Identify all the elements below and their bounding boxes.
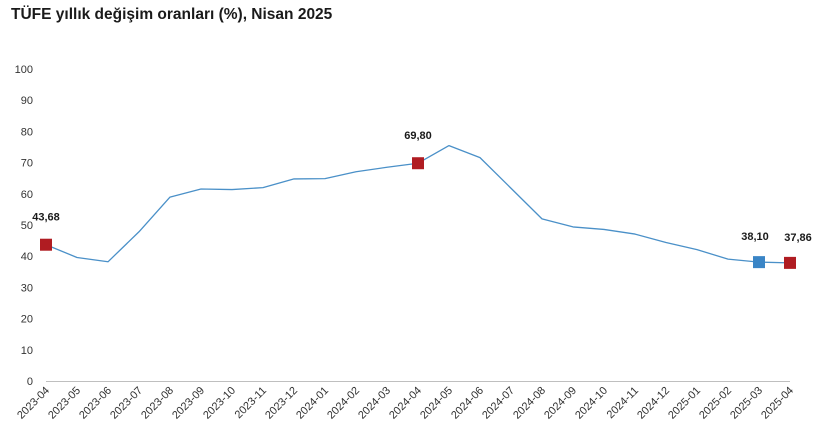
x-tick-label: 2024-12 bbox=[635, 385, 672, 422]
y-tick-label: 70 bbox=[21, 158, 33, 170]
y-tick-label: 10 bbox=[21, 345, 33, 357]
y-tick-label: 50 bbox=[21, 220, 33, 232]
data-label: 38,10 bbox=[741, 231, 769, 243]
x-tick-label: 2024-05 bbox=[418, 385, 455, 422]
y-tick-label: 40 bbox=[21, 251, 33, 263]
x-tick-label: 2023-07 bbox=[108, 385, 145, 422]
x-tick-label: 2025-01 bbox=[666, 385, 703, 422]
x-tick-label: 2024-03 bbox=[356, 385, 393, 422]
x-tick-label: 2023-09 bbox=[170, 385, 207, 422]
x-tick-label: 2025-02 bbox=[697, 385, 734, 422]
data-point-marker bbox=[784, 256, 796, 269]
x-tick-label: 2023-11 bbox=[233, 385, 269, 421]
x-tick-label: 2023-10 bbox=[201, 385, 238, 422]
data-label: 69,80 bbox=[404, 130, 432, 142]
data-label: 37,86 bbox=[784, 232, 812, 244]
data-point-marker bbox=[753, 256, 765, 269]
data-point-marker bbox=[40, 238, 52, 251]
data-point-marker bbox=[412, 157, 424, 170]
x-tick-label: 2024-07 bbox=[480, 385, 517, 422]
x-tick-label: 2023-12 bbox=[263, 385, 300, 422]
x-tick-label: 2023-04 bbox=[15, 385, 52, 422]
x-tick-label: 2025-03 bbox=[728, 385, 765, 422]
y-tick-label: 20 bbox=[21, 314, 33, 326]
y-tick-label: 0 bbox=[27, 376, 33, 388]
x-tick-label: 2024-08 bbox=[511, 385, 548, 422]
x-tick-label: 2023-06 bbox=[77, 385, 114, 422]
x-tick-label: 2023-05 bbox=[46, 385, 83, 422]
x-tick-label: 2023-08 bbox=[139, 385, 176, 422]
x-tick-label: 2024-09 bbox=[542, 385, 579, 422]
y-tick-label: 100 bbox=[15, 64, 33, 76]
x-tick-label: 2025-04 bbox=[759, 385, 796, 422]
y-tick-label: 90 bbox=[21, 95, 33, 107]
x-tick-label: 2024-01 bbox=[294, 385, 331, 422]
y-tick-label: 60 bbox=[21, 189, 33, 201]
chart-title: TÜFE yıllık değişim oranları (%), Nisan … bbox=[11, 6, 333, 23]
x-tick-label: 2024-11 bbox=[605, 385, 641, 421]
y-tick-label: 80 bbox=[21, 126, 33, 138]
x-tick-label: 2024-02 bbox=[325, 385, 362, 422]
y-tick-label: 30 bbox=[21, 282, 33, 294]
x-tick-label: 2024-06 bbox=[449, 385, 486, 422]
data-label: 43,68 bbox=[32, 212, 60, 224]
x-tick-label: 2024-10 bbox=[573, 385, 610, 422]
x-tick-label: 2024-04 bbox=[387, 385, 424, 422]
highlight-markers: 43,68 69,80 38,10 37,86 bbox=[32, 130, 812, 269]
y-axis-ticks: 0 10 20 30 40 50 60 70 80 90 100 bbox=[15, 64, 33, 388]
x-axis-ticks: 2023-042023-052023-062023-072023-082023-… bbox=[15, 385, 796, 422]
